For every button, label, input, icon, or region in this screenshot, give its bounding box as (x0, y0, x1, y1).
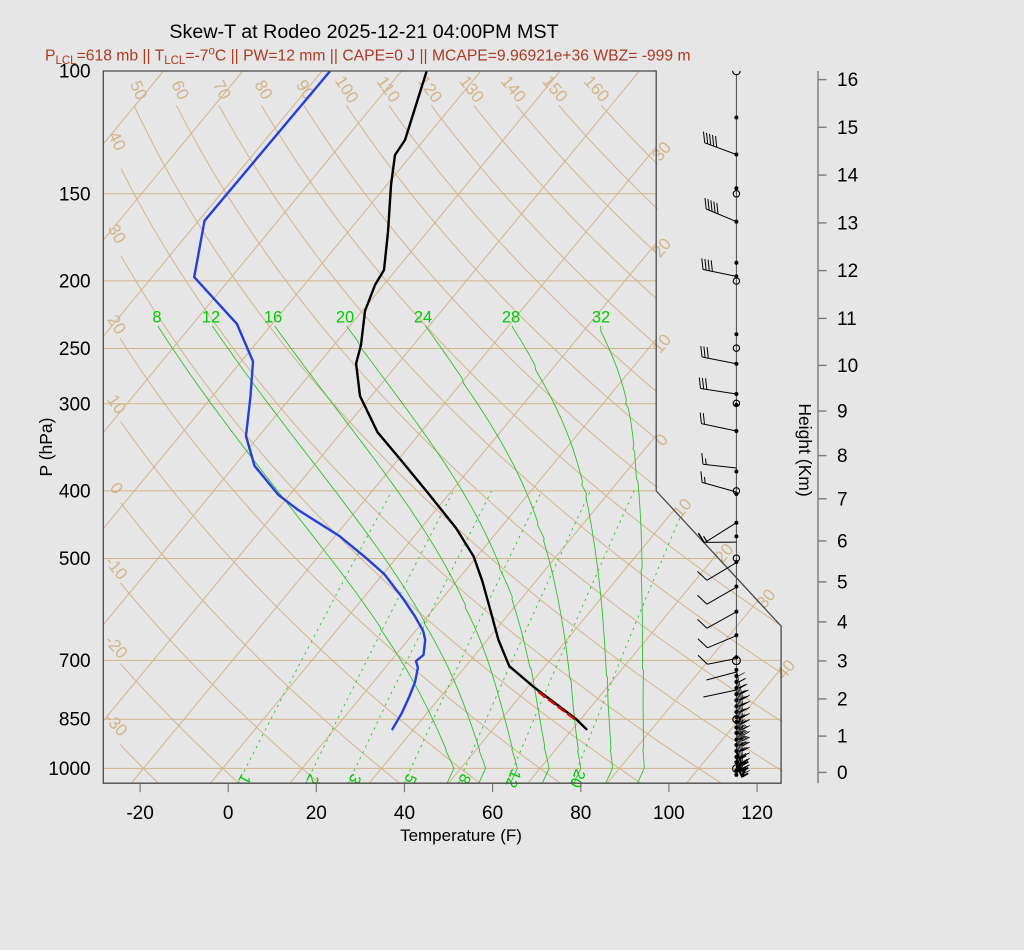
svg-text:12: 12 (501, 767, 524, 790)
svg-text:Height (Km): Height (Km) (795, 403, 815, 496)
svg-text:80: 80 (570, 803, 591, 824)
svg-text:8: 8 (152, 309, 161, 327)
svg-text:PLCL=618 mb || TLCL=-7oC || PW: PLCL=618 mb || TLCL=-7oC || PW=12 mm || … (45, 46, 691, 68)
svg-text:100: 100 (653, 803, 685, 824)
svg-text:1: 1 (837, 727, 848, 748)
svg-text:8: 8 (837, 446, 848, 467)
svg-text:0: 0 (223, 803, 234, 824)
svg-text:7: 7 (837, 489, 848, 510)
svg-text:3: 3 (837, 651, 848, 672)
svg-text:10: 10 (837, 356, 858, 377)
svg-text:24: 24 (414, 309, 432, 327)
svg-text:11: 11 (837, 309, 857, 330)
svg-text:500: 500 (59, 549, 91, 570)
svg-text:20: 20 (336, 309, 354, 327)
svg-text:5: 5 (837, 572, 848, 593)
svg-text:200: 200 (59, 271, 91, 292)
svg-text:14: 14 (837, 166, 859, 187)
svg-text:120: 120 (741, 803, 773, 824)
svg-text:1000: 1000 (48, 759, 90, 780)
svg-text:32: 32 (592, 309, 610, 327)
svg-text:16: 16 (264, 309, 282, 327)
svg-text:P (hPa): P (hPa) (36, 417, 56, 476)
svg-text:100: 100 (59, 62, 91, 83)
svg-text:150: 150 (59, 184, 91, 205)
svg-text:850: 850 (59, 710, 91, 731)
svg-text:16: 16 (837, 70, 858, 91)
svg-text:60: 60 (482, 803, 503, 824)
svg-text:0: 0 (837, 763, 848, 784)
svg-text:13: 13 (837, 213, 858, 234)
svg-text:20: 20 (566, 767, 588, 790)
svg-text:9: 9 (837, 402, 848, 423)
svg-text:40: 40 (394, 803, 415, 824)
svg-text:20: 20 (306, 803, 327, 824)
svg-text:300: 300 (59, 394, 91, 415)
svg-text:28: 28 (502, 309, 520, 327)
svg-text:Temperature (F): Temperature (F) (400, 826, 522, 845)
svg-text:4: 4 (837, 612, 848, 633)
svg-text:400: 400 (59, 481, 91, 502)
svg-text:250: 250 (59, 339, 91, 360)
svg-text:-20: -20 (126, 803, 153, 824)
svg-text:12: 12 (837, 261, 858, 282)
svg-text:15: 15 (837, 118, 858, 139)
svg-text:700: 700 (59, 651, 91, 672)
svg-text:Skew-T at Rodeo 2025-12-21 04:: Skew-T at Rodeo 2025-12-21 04:00PM MST (169, 21, 558, 43)
svg-text:2: 2 (837, 689, 848, 710)
svg-text:6: 6 (837, 531, 848, 552)
svg-text:12: 12 (202, 309, 220, 327)
